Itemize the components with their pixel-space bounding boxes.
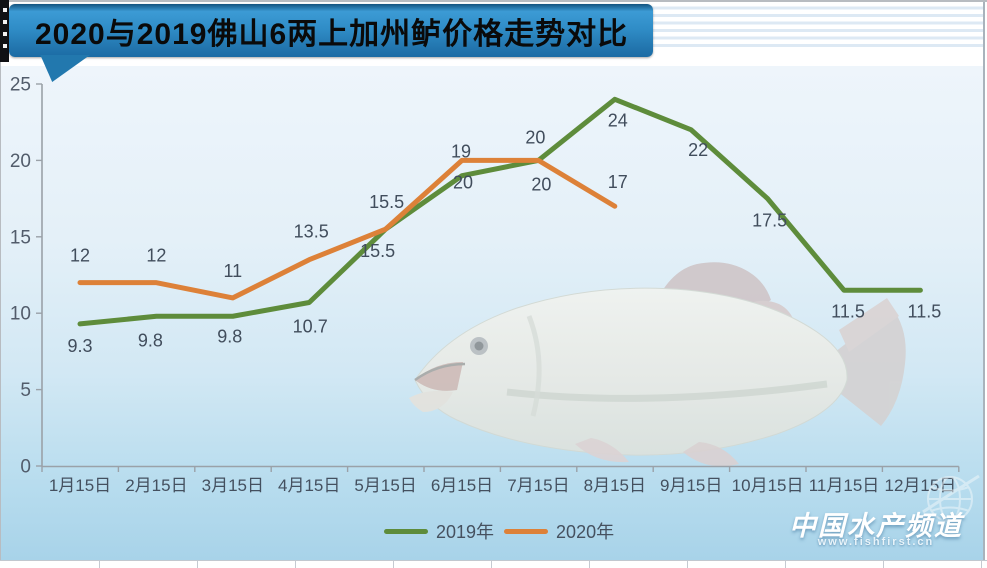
x-tick-label: 7月15日 xyxy=(507,476,569,495)
globe-icon xyxy=(922,474,980,522)
data-label: 9.3 xyxy=(67,336,92,356)
x-tick-label: 9月15日 xyxy=(660,476,722,495)
x-tick-label: 3月15日 xyxy=(202,476,264,495)
x-tick-label: 2月15日 xyxy=(125,476,187,495)
edge-dots xyxy=(3,8,7,52)
x-tick-label: 10月15日 xyxy=(732,476,804,495)
y-tick-label: 5 xyxy=(20,380,31,401)
watermark-url: www.fishfirst.cn xyxy=(817,536,935,548)
data-label: 10.7 xyxy=(293,317,328,337)
legend-swatch-2020 xyxy=(504,528,549,534)
data-label: 11 xyxy=(223,261,242,281)
data-label: 20 xyxy=(525,127,545,147)
site-watermark: 中国水产频道 www.fishfirst.cn xyxy=(769,474,983,558)
chart-legend: 2019年 2020年 xyxy=(384,518,614,544)
data-label: 11.5 xyxy=(908,301,942,321)
x-tick-label: 4月15日 xyxy=(278,476,340,495)
y-tick-label: 20 xyxy=(10,151,31,172)
x-tick-label: 8月15日 xyxy=(584,476,646,495)
data-label: 20 xyxy=(531,174,551,194)
page-title: 2020与2019佛山6两上加州鲈价格走势对比 xyxy=(35,17,629,51)
slide-edge-strip xyxy=(0,0,9,62)
data-label: 20 xyxy=(453,172,473,192)
x-tick-label: 5月15日 xyxy=(354,476,416,495)
data-label: 12 xyxy=(146,246,166,266)
data-label: 13.5 xyxy=(294,222,329,242)
x-tick-label: 1月15日 xyxy=(49,476,111,495)
y-tick-label: 15 xyxy=(10,227,31,248)
sheet-bottom-cells xyxy=(0,560,987,568)
data-label: 9.8 xyxy=(217,326,242,346)
data-label: 22 xyxy=(688,140,708,160)
legend-swatch-2019 xyxy=(384,528,428,534)
data-label: 11.5 xyxy=(831,301,865,321)
x-tick-label: 6月15日 xyxy=(431,476,493,495)
sheet-top-border xyxy=(0,0,987,2)
y-tick-label: 0 xyxy=(20,457,31,478)
data-label: 15.5 xyxy=(360,241,395,261)
series-line-2019年 xyxy=(77,96,923,327)
spreadsheet-row-stripes xyxy=(652,2,983,47)
legend-label-2019: 2019年 xyxy=(436,522,495,542)
data-label: 24 xyxy=(608,110,628,130)
sheet-column-border xyxy=(983,2,985,568)
data-label: 17 xyxy=(608,172,628,192)
price-trend-chart: 0 5 10 15 20 25 1月15日 2月15日 3月15日 4月15日 5月15日 6月15日… xyxy=(1,66,983,560)
data-label: 9.8 xyxy=(138,330,163,350)
legend-item-2020: 2020年 xyxy=(504,518,614,544)
y-tick-label: 10 xyxy=(10,304,31,325)
y-tick-label: 25 xyxy=(10,75,31,96)
x-tick-label: 11月15日 xyxy=(809,476,880,495)
plot-area: 0 5 10 15 20 25 1月15日 2月15日 3月15日 4月15日 5月15日 6月15日… xyxy=(10,75,960,495)
data-label: 19 xyxy=(451,142,471,162)
x-tick-label: 12月15日 xyxy=(884,476,956,495)
title-banner: 2020与2019佛山6两上加州鲈价格走势对比 xyxy=(9,4,653,57)
legend-item-2019: 2019年 xyxy=(384,518,494,544)
series-line-2020年 xyxy=(77,157,618,301)
legend-label-2020: 2020年 xyxy=(556,522,615,542)
data-label: 12 xyxy=(70,246,90,266)
data-label: 17.5 xyxy=(752,211,787,231)
sheet-left-border xyxy=(0,60,1,568)
data-label: 15.5 xyxy=(369,192,404,212)
watermark-brand: 中国水产频道 xyxy=(789,511,963,541)
